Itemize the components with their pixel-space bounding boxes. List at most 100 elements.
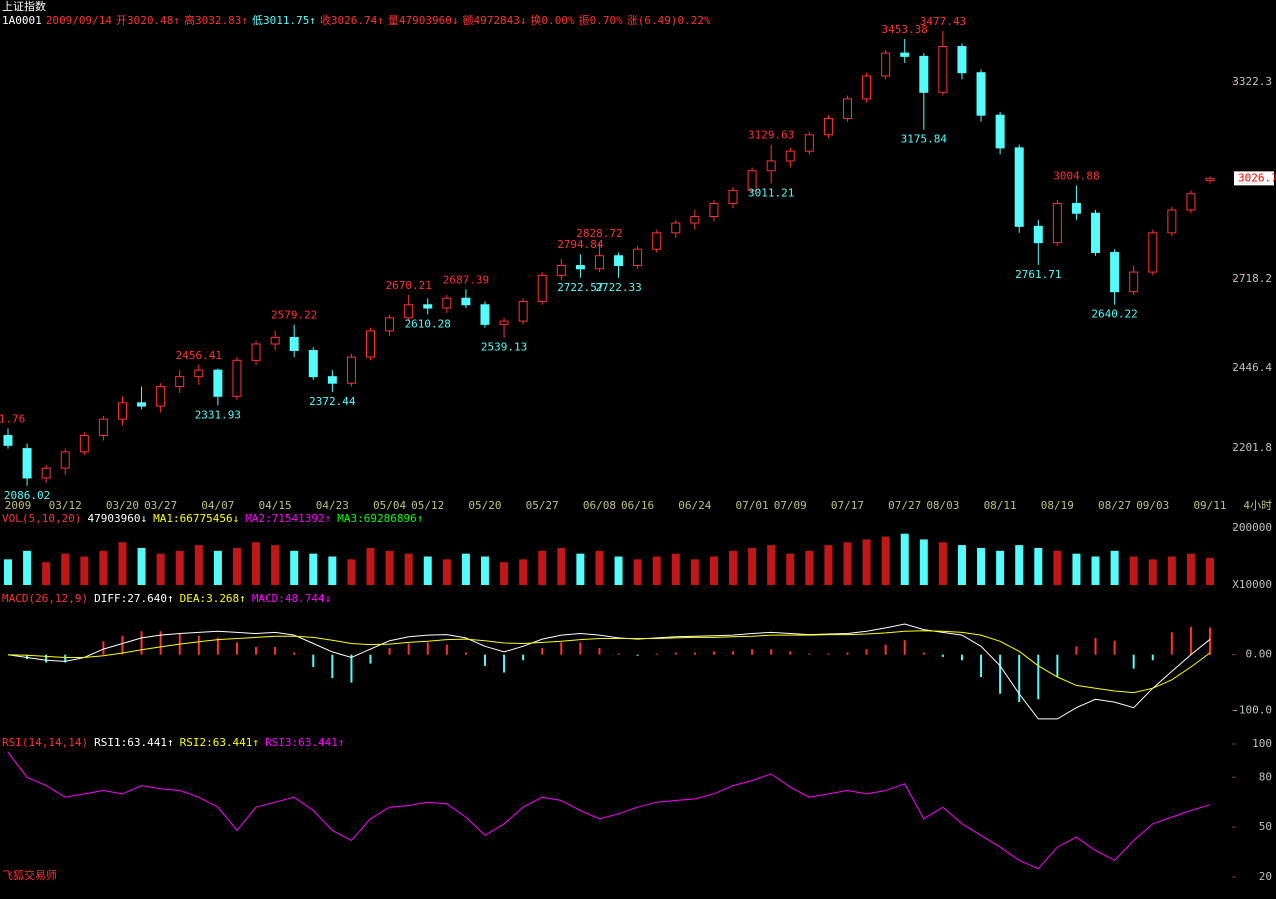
volume-bar (1206, 557, 1214, 585)
legend-item: 47903960↓ (87, 512, 147, 525)
legend-item: RSI3:63.441↑ (265, 736, 344, 749)
footer: 飞狐交易师 (2, 868, 57, 882)
candle-body (213, 369, 223, 397)
candle-body (366, 330, 376, 358)
legend-item: RSI2:63.441↑ (180, 736, 259, 749)
volume-bar (709, 556, 718, 585)
candle-body (1091, 212, 1101, 253)
x-tick-label: 03/12 (49, 499, 82, 512)
volume-bar (175, 550, 184, 585)
price-tag: 3026.7 (1238, 171, 1276, 184)
candle-body (117, 402, 127, 420)
candle-body (1148, 232, 1158, 273)
volume-bar (805, 550, 814, 585)
candle-body (385, 317, 395, 332)
candle-body (480, 304, 490, 325)
volume-bar (881, 536, 890, 585)
low-label: 2331.93 (195, 408, 241, 421)
candle-body (785, 150, 795, 162)
volume-bar (328, 556, 337, 585)
volume-bar (4, 559, 12, 585)
candle-body (404, 304, 414, 319)
x-tick-label: 03/20 (106, 499, 139, 512)
x-tick-label: 04/23 (316, 499, 349, 512)
y-tick-label: 0.00 (1246, 648, 1273, 661)
candle-body (728, 189, 738, 204)
candle-body (900, 52, 910, 57)
indicator-line (7, 623, 1211, 720)
candle-body (60, 451, 70, 469)
high-label: 2687.39 (443, 273, 489, 286)
y-tick-label: 3322.3 (1232, 75, 1272, 88)
candle-body (98, 418, 108, 436)
candle-body (41, 467, 51, 479)
y-tick-label: 2201.8 (1232, 441, 1272, 454)
low-label: 2539.13 (481, 341, 527, 354)
candle-body (823, 117, 833, 136)
header-item: 开3020.48↑ (116, 14, 180, 27)
high-label: 1.76 (0, 412, 25, 425)
x-tick-label: 09/03 (1136, 499, 1169, 512)
candle-body (289, 336, 299, 352)
low-label: 3011.21 (748, 186, 794, 199)
volume-bar (786, 553, 795, 585)
candle-body (747, 170, 757, 191)
header-item: 低3011.75↑ (252, 14, 316, 27)
volume-bar (900, 533, 909, 585)
indicator-line (7, 630, 1211, 694)
candle-body (442, 297, 452, 309)
volume-bar (538, 550, 547, 585)
volume-bar (977, 547, 986, 585)
x-tick-label: 06/24 (678, 499, 711, 512)
high-label: 2670.21 (385, 279, 431, 292)
x-tick-label: 04/07 (201, 499, 234, 512)
volume-bar (1167, 556, 1176, 585)
x-tick-label: 04/15 (259, 499, 292, 512)
volume-bar (690, 559, 699, 585)
low-label: 2610.28 (405, 317, 451, 330)
candle-body (842, 98, 852, 119)
candle-body (766, 160, 776, 172)
period-label: 4小时 (1243, 499, 1272, 512)
volume-bar (633, 559, 642, 585)
indicator-legend: VOL(5,10,20) 47903960↓ MA1:66775456↓ MA2:71… (2, 512, 423, 525)
volume-bar (385, 550, 394, 585)
header-item: 2009/09/14 (46, 14, 113, 27)
low-label: 2086.02 (4, 489, 50, 502)
volume-bar (576, 553, 585, 585)
candle-body (270, 336, 280, 345)
candle-body (1186, 193, 1196, 211)
candle-body (22, 448, 32, 479)
x-tick-label: 03/27 (144, 499, 177, 512)
candle-body (709, 202, 719, 218)
high-label: 3004.88 (1053, 169, 1099, 182)
volume-bar (1129, 556, 1138, 585)
volume-bar (938, 542, 947, 585)
header-item: 1A0001 (2, 14, 42, 27)
volume-bar (652, 556, 661, 585)
legend-item: MACD:48.744↓ (252, 592, 331, 605)
legend-item: RSI(14,14,14) (2, 736, 88, 749)
x-tick-label: 08/03 (926, 499, 959, 512)
high-label: 3129.63 (748, 129, 794, 142)
indicator-line (7, 751, 1211, 870)
volume-bar (919, 539, 928, 585)
x-tick-label: 05/12 (411, 499, 444, 512)
volume-bar (80, 556, 89, 585)
volume-bar (1186, 553, 1195, 585)
volume-bar (118, 542, 127, 585)
legend-item: MA3:69286896↑ (337, 512, 423, 525)
x-tick-label: 05/04 (373, 499, 406, 512)
candle-body (976, 72, 986, 116)
x-tick-label: 05/27 (526, 499, 559, 512)
candle-body (327, 376, 337, 384)
high-label: 2794.84 (557, 238, 604, 251)
candle-body (1071, 202, 1081, 214)
header-item: 换0.00% (531, 13, 575, 27)
x-tick-label: 09/11 (1193, 499, 1226, 512)
volume-bar (423, 556, 432, 585)
legend-item: MA2:71541392↑ (245, 512, 331, 525)
candle-body (652, 232, 662, 250)
